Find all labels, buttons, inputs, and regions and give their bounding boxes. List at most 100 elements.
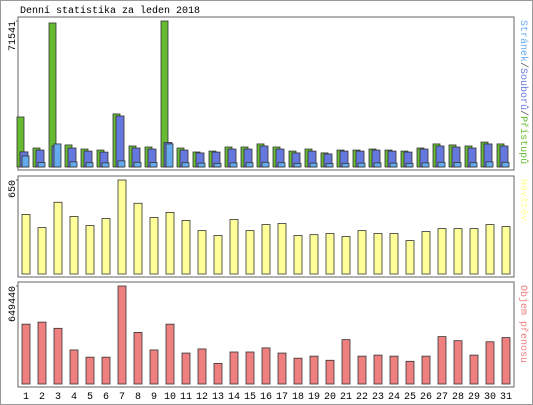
- bar: [101, 356, 111, 385]
- x-tick-label: 24: [388, 392, 400, 403]
- bar: [213, 235, 223, 275]
- x-tick-label: 12: [196, 392, 208, 403]
- x-tick-label: 21: [340, 392, 352, 403]
- bar: [37, 227, 47, 275]
- bar: [69, 161, 78, 168]
- bar: [117, 179, 127, 275]
- bar: [165, 211, 175, 275]
- bar: [181, 162, 190, 168]
- bar: [213, 362, 223, 385]
- bar: [389, 355, 399, 385]
- bar: [421, 231, 431, 275]
- bar: [357, 162, 366, 168]
- bar: [85, 162, 94, 168]
- x-tick-label: 16: [260, 392, 272, 403]
- bar: [197, 162, 206, 168]
- bar: [485, 224, 495, 275]
- x-tick-label: 18: [292, 392, 304, 403]
- bar: [115, 115, 125, 168]
- bar: [149, 162, 158, 168]
- bar: [293, 162, 302, 168]
- bar: [261, 224, 271, 275]
- x-tick-label: 27: [436, 392, 448, 403]
- bar: [245, 162, 254, 168]
- legend-entry: Přístupů: [517, 116, 530, 164]
- bar: [277, 223, 287, 275]
- bar: [117, 285, 127, 385]
- bar: [101, 162, 110, 168]
- bar: [421, 355, 431, 385]
- x-tick-label: 14: [228, 392, 240, 403]
- bar: [373, 162, 382, 168]
- x-tick-label: 23: [372, 392, 384, 403]
- x-tick-label: 11: [180, 392, 192, 403]
- bar: [229, 162, 238, 168]
- bar: [181, 352, 191, 385]
- x-tick-label: 28: [452, 392, 464, 403]
- x-tick-label: 17: [276, 392, 288, 403]
- bar: [101, 218, 111, 275]
- x-tick-label: 2: [39, 392, 45, 403]
- legend-separator: /: [517, 62, 529, 68]
- bar: [21, 214, 31, 275]
- legend-separator: /: [517, 110, 529, 116]
- bar: [469, 162, 478, 168]
- bar: [229, 219, 239, 275]
- bar: [421, 162, 430, 168]
- bar: [453, 228, 463, 275]
- x-tick-label: 9: [151, 392, 157, 403]
- x-tick-label: 29: [468, 392, 480, 403]
- bar: [21, 155, 30, 168]
- x-tick-label: 26: [420, 392, 432, 403]
- legend: Návštěv: [517, 179, 529, 221]
- legend-entry: Návštěv: [517, 179, 529, 221]
- bar: [501, 226, 511, 275]
- bar: [341, 162, 350, 168]
- legend-entry: Stránek: [517, 20, 529, 62]
- x-tick-label: 30: [484, 392, 496, 403]
- bar: [197, 230, 207, 275]
- bar: [69, 349, 79, 385]
- bar: [325, 233, 335, 275]
- bar: [165, 143, 174, 168]
- bar: [213, 162, 222, 168]
- bar: [37, 162, 46, 168]
- x-tick-label: 4: [71, 392, 77, 403]
- bar: [197, 348, 207, 385]
- bar: [469, 228, 479, 275]
- bar: [357, 230, 367, 275]
- bar: [261, 161, 270, 168]
- x-tick-label: 22: [356, 392, 368, 403]
- bar: [325, 359, 335, 385]
- bar: [229, 351, 239, 385]
- bar: [341, 236, 351, 275]
- bar: [309, 234, 319, 275]
- bar: [133, 202, 143, 275]
- x-tick-label: 13: [212, 392, 224, 403]
- bar: [261, 347, 271, 385]
- bar: [357, 355, 367, 385]
- legend-entry: Souborů: [517, 68, 530, 110]
- bar: [277, 352, 287, 385]
- bar: [245, 351, 255, 385]
- bar: [405, 162, 414, 168]
- bar: [21, 323, 31, 385]
- x-tick-label: 10: [164, 392, 176, 403]
- panel-frame: [17, 281, 515, 388]
- bar: [293, 235, 303, 275]
- x-tick-label: 6: [103, 392, 109, 403]
- x-tick-label: 25: [404, 392, 416, 403]
- bar: [389, 233, 399, 275]
- legend-entry: Objem přenosu: [517, 285, 529, 363]
- chart-title: Denní statistika za leden 2018: [20, 5, 200, 17]
- bar: [181, 220, 191, 275]
- x-tick-label: 15: [244, 392, 256, 403]
- bar: [85, 225, 95, 275]
- x-tick-label: 20: [324, 392, 336, 403]
- bar: [309, 355, 319, 385]
- bar: [149, 217, 159, 275]
- bar: [437, 336, 447, 385]
- bar: [53, 143, 62, 168]
- x-tick-label: 1: [23, 392, 29, 403]
